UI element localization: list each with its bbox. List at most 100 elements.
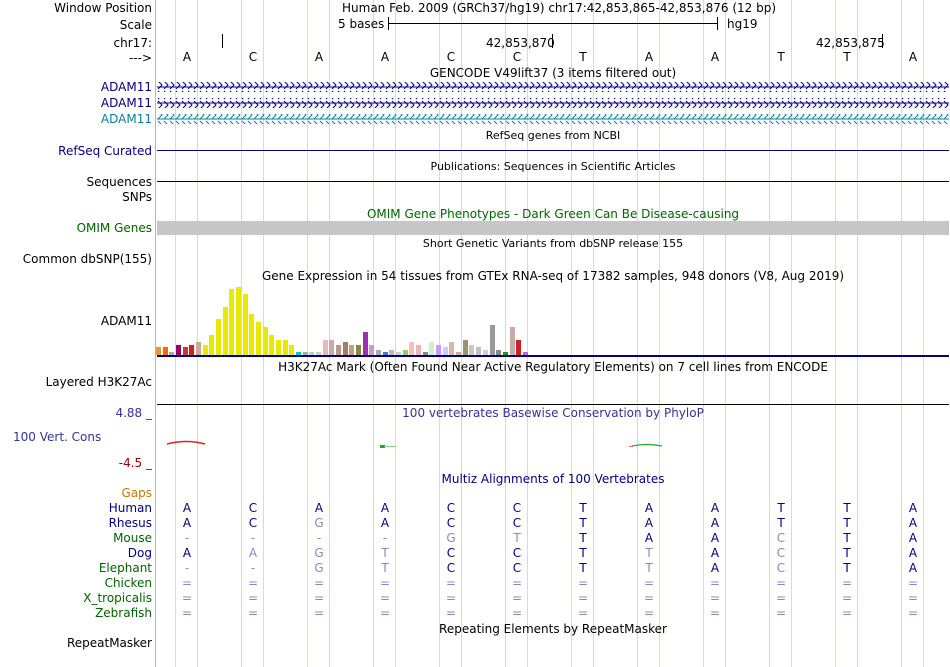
gtex-tissue-bar[interactable] [490,325,495,355]
gtex-tissue-bar[interactable] [203,345,208,355]
gtex-tissue-bar[interactable] [296,352,301,355]
species-label[interactable]: Zebrafish [95,606,152,620]
gtex-tissue-bar[interactable] [356,345,361,355]
gtex-tissue-bar[interactable] [196,342,201,355]
gencode-transcript-3[interactable] [157,114,949,124]
gtex-tissue-bar[interactable] [283,340,288,355]
species-label[interactable]: Human [108,501,152,515]
gencode-transcript-1[interactable] [157,82,949,92]
gtex-tissue-bar[interactable] [343,342,348,355]
alignment-base: = [379,576,391,590]
omim-genes-label[interactable]: OMIM Genes [76,221,152,235]
gtex-tissue-bar[interactable] [303,352,308,355]
gtex-tissue-bar[interactable] [403,350,408,355]
gtex-tissue-bar[interactable] [183,347,188,355]
dbsnp-track-title[interactable]: Short Genetic Variants from dbSNP releas… [422,237,684,250]
snps-label[interactable]: SNPs [122,190,152,204]
gtex-tissue-bar[interactable] [383,352,388,355]
gtex-tissue-bar[interactable] [396,352,401,355]
gtex-tissue-bar[interactable] [249,314,254,355]
gtex-tissue-bar[interactable] [323,340,328,355]
gtex-tissue-bar[interactable] [176,345,181,355]
gtex-tissue-bar[interactable] [229,289,234,355]
gtex-tissue-bar[interactable] [276,340,281,355]
gtex-tissue-bar[interactable] [316,352,321,355]
gtex-tissue-bar[interactable] [289,345,294,355]
gtex-tissue-bar[interactable] [369,345,374,355]
gtex-tissue-bar[interactable] [436,345,441,355]
gtex-tissue-bar[interactable] [429,342,434,355]
omim-track-title[interactable]: OMIM Gene Phenotypes - Dark Green Can Be… [366,207,740,221]
multiz-track-title[interactable]: Multiz Alignments of 100 Vertebrates [441,472,665,486]
gtex-tissue-bar[interactable] [169,352,174,355]
gtex-tissue-bar[interactable] [256,322,261,355]
sequences-label[interactable]: Sequences [86,175,152,189]
gtex-gene-model[interactable] [157,355,949,357]
gtex-tissue-bar[interactable] [336,345,341,355]
gtex-tissue-bar[interactable] [463,340,468,355]
gtex-tissue-bar[interactable] [329,340,334,355]
refseq-track-title[interactable]: RefSeq genes from NCBI [485,129,621,142]
gtex-tissue-bar[interactable] [476,347,481,355]
gencode-item-label[interactable]: ADAM11 [100,80,152,94]
base-letter: A [908,50,918,64]
gtex-expression-chart[interactable] [156,284,556,355]
gtex-tissue-bar[interactable] [156,347,161,355]
gtex-tissue-bar[interactable] [216,319,221,355]
gtex-tissue-bar[interactable] [516,340,521,355]
h3k27ac-label[interactable]: Layered H3K27Ac [45,375,152,389]
gtex-tissue-bar[interactable] [496,350,501,355]
publications-sequence-line[interactable] [157,181,949,182]
gtex-tissue-bar[interactable] [236,287,241,355]
dbsnp-label[interactable]: Common dbSNP(155) [22,252,152,266]
gtex-tissue-bar[interactable] [263,327,268,355]
gencode-track-title[interactable]: GENCODE V49lift37 (3 items filtered out) [429,66,677,80]
gtex-tissue-bar[interactable] [503,352,508,355]
species-label[interactable]: X_tropicalis [83,591,152,605]
gtex-tissue-bar[interactable] [510,327,515,355]
refseq-gene-line[interactable] [157,150,949,151]
species-label[interactable]: Elephant [98,561,152,575]
repeatmasker-track-title[interactable]: Repeating Elements by RepeatMasker [439,622,667,636]
gtex-tissue-bar[interactable] [443,347,448,355]
phylop-track-title[interactable]: 100 vertebrates Basewise Conservation by… [402,406,704,420]
gtex-tissue-bar[interactable] [349,345,354,355]
alignment-base: = [775,606,787,620]
gtex-tissue-bar[interactable] [223,307,228,355]
gtex-tissue-bar[interactable] [409,342,414,355]
gencode-item-label[interactable]: ADAM11 [100,96,152,110]
gtex-tissue-bar[interactable] [423,352,428,355]
gtex-tissue-bar[interactable] [376,350,381,355]
refseq-curated-label[interactable]: RefSeq Curated [58,144,152,158]
omim-gene-feature[interactable] [157,221,949,235]
gtex-tissue-bar[interactable] [469,345,474,355]
species-label[interactable]: Chicken [104,576,152,590]
gtex-tissue-bar[interactable] [416,345,421,355]
gtex-tissue-bar[interactable] [456,352,461,355]
gtex-tissue-bar[interactable] [243,294,248,355]
gencode-gene-models[interactable] [157,80,949,126]
phylop-signal[interactable] [157,436,949,452]
gtex-gene-label[interactable]: ADAM11 [100,314,152,328]
gencode-transcript-2[interactable] [157,98,949,108]
gtex-tissue-bar[interactable] [389,350,394,355]
species-label[interactable]: Mouse [113,531,152,545]
gtex-tissue-bar[interactable] [163,347,168,355]
gencode-item-label[interactable]: ADAM11 [100,112,152,126]
species-label[interactable]: Rhesus [108,516,152,530]
gtex-tissue-bar[interactable] [309,352,314,355]
gtex-track-title[interactable]: Gene Expression in 54 tissues from GTEx … [261,269,845,283]
gtex-tissue-bar[interactable] [269,335,274,355]
gtex-tissue-bar[interactable] [189,345,194,355]
gaps-label[interactable]: Gaps [121,486,152,500]
gtex-tissue-bar[interactable] [209,335,214,355]
phylop-label[interactable]: 100 Vert. Cons [13,430,102,444]
publications-track-title[interactable]: Publications: Sequences in Scientific Ar… [430,160,676,173]
h3k27ac-track-title[interactable]: H3K27Ac Mark (Often Found Near Active Re… [278,360,828,374]
gtex-tissue-bar[interactable] [483,350,488,355]
repeatmasker-label[interactable]: RepeatMasker [66,636,152,650]
species-label[interactable]: Dog [127,546,152,560]
gtex-tissue-bar[interactable] [523,352,528,355]
gtex-tissue-bar[interactable] [363,332,368,355]
gtex-tissue-bar[interactable] [449,342,454,355]
